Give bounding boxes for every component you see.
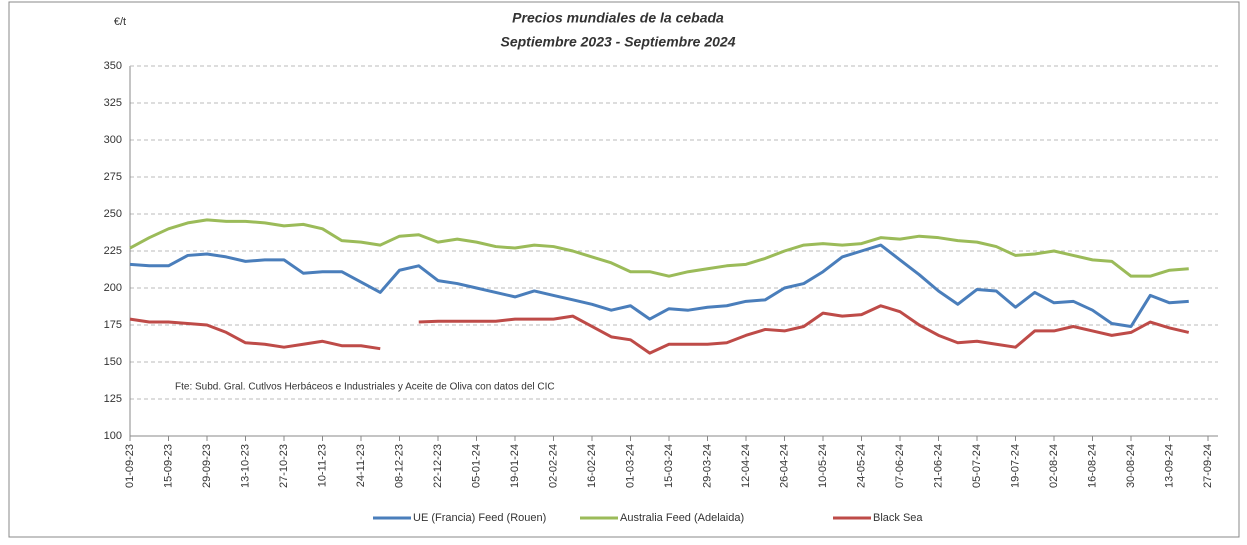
chart-frame: [8, 1, 1240, 538]
y-tick-label: 125: [104, 393, 122, 405]
x-tick-label: 29-03-24: [701, 444, 713, 488]
x-tick-label: 24-11-23: [355, 444, 367, 487]
x-tick-label: 29-09-23: [201, 444, 213, 488]
chart-title: Precios mundiales de la cebada: [512, 10, 724, 26]
y-tick-label: 200: [104, 282, 122, 294]
x-tick-label: 16-08-24: [1086, 444, 1098, 488]
x-tick-label: 07-06-24: [894, 444, 906, 488]
x-tick-label: 02-02-24: [547, 444, 559, 488]
y-tick-label: 100: [104, 430, 122, 442]
series-line: [129, 243, 1189, 328]
x-tick-label: 19-07-24: [1009, 444, 1021, 488]
x-tick-label: 27-10-23: [278, 444, 290, 488]
x-tick-label: 16-02-24: [586, 444, 598, 488]
series-line: [129, 304, 1190, 355]
series-line: [129, 218, 1189, 278]
x-tick-label: 24-05-24: [855, 444, 867, 488]
x-tick-label: 10-11-23: [316, 444, 328, 487]
x-tick-label: 26-04-24: [778, 444, 790, 488]
y-tick-label: 225: [104, 245, 122, 257]
x-tick-label: 10-05-24: [817, 444, 829, 488]
x-tick-label: 05-01-24: [470, 444, 482, 488]
x-tick-label: 27-09-24: [1202, 444, 1214, 488]
x-tick-label: 02-08-24: [1048, 444, 1060, 488]
legend-label: Black Sea: [873, 512, 923, 524]
chart-subtitle: Septiembre 2023 - Septiembre 2024: [500, 34, 735, 50]
y-tick-label: 250: [104, 208, 122, 220]
x-tick-label: 15-03-24: [663, 444, 675, 488]
y-tick-label: 150: [104, 356, 122, 368]
x-tick-label: 13-10-23: [239, 444, 251, 488]
y-tick-label: 275: [104, 171, 122, 183]
y-tick-label: 325: [104, 97, 122, 109]
x-tick-label: 19-01-24: [509, 444, 521, 488]
x-tick-label: 21-06-24: [932, 444, 944, 488]
y-tick-label: 300: [104, 134, 122, 146]
x-tick-label: 01-03-24: [624, 444, 636, 488]
x-tick-label: 08-12-23: [393, 444, 405, 488]
x-tick-label: 13-09-24: [1163, 444, 1175, 488]
y-tick-label: 175: [104, 319, 122, 331]
legend-label: Australia Feed (Adelaida): [620, 512, 744, 524]
y-unit: €/t: [114, 16, 126, 28]
legend-label: UE (Francia) Feed (Rouen): [413, 512, 546, 524]
x-tick-label: 30-08-24: [1125, 444, 1137, 488]
y-tick-label: 350: [104, 60, 122, 72]
x-tick-label: 15-09-23: [162, 444, 174, 488]
x-tick-label: 22-12-23: [432, 444, 444, 488]
x-tick-label: 12-04-24: [740, 444, 752, 488]
x-tick-label: 01-09-23: [124, 444, 136, 488]
source-note: Fte: Subd. Gral. Cutlvos Herbáceos e Ind…: [175, 382, 555, 393]
x-tick-label: 05-07-24: [971, 444, 983, 488]
